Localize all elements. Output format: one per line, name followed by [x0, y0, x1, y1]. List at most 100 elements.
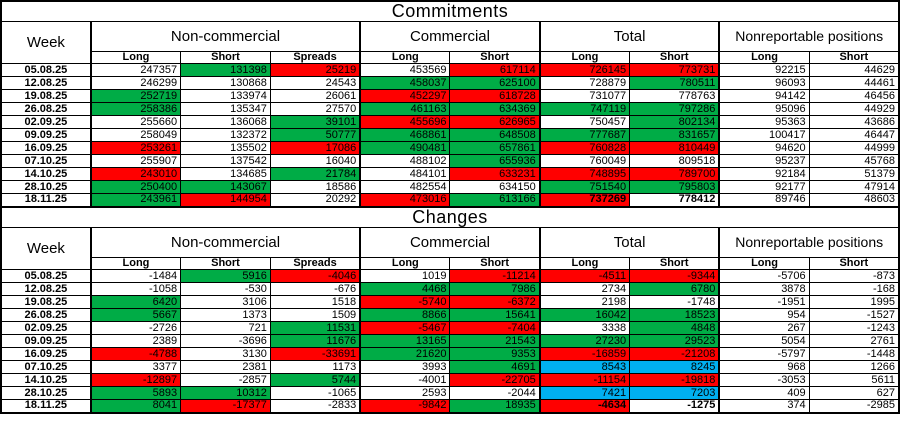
value-cell: 18523 — [629, 308, 720, 323]
table-row: Week Non-commercial Commercial Total Nonrepo… — [0, 226, 900, 271]
value-cell: 2593 — [359, 386, 451, 401]
table-row: 19.08.25 6420 3106 1518 -5740 -6372 2198 -1748-… — [0, 295, 900, 310]
value-cell: 461163 — [359, 102, 451, 117]
value-cell: 789700 — [629, 167, 720, 182]
value-cell: 760049 — [538, 154, 631, 169]
value-cell: 100417 — [718, 128, 810, 143]
value-cell: 13165 — [359, 334, 451, 349]
value-cell: 617114 — [449, 63, 541, 78]
week-column-header: Week — [0, 226, 92, 271]
table-row: 19.08.25 252719 133974 26061 452297 618728 731… — [0, 89, 900, 104]
value-cell: 92177 — [718, 180, 810, 195]
week-column-header: Week — [0, 20, 92, 65]
value-cell: -12897 — [89, 373, 182, 388]
value-cell: 16042 — [538, 308, 631, 323]
value-cell: 2761 — [808, 334, 900, 349]
value-cell: 731077 — [538, 89, 631, 104]
value-cell: 5916 — [180, 269, 271, 284]
value-cell: 633231 — [449, 167, 541, 182]
value-cell: 777687 — [538, 128, 631, 143]
value-cell: 1373 — [180, 308, 271, 323]
value-cell: 1173 — [269, 360, 361, 375]
value-cell: 737269 — [538, 193, 631, 208]
value-cell: -1748 — [629, 295, 720, 310]
week-cell: 07.10.25 — [0, 360, 92, 375]
value-cell: -11214 — [449, 269, 541, 284]
value-cell: 778763 — [629, 89, 720, 104]
value-cell: 9353 — [449, 347, 541, 362]
column-group-header: Total — [538, 20, 720, 52]
value-cell: -9344 — [629, 269, 720, 284]
value-cell: 10312 — [180, 386, 271, 401]
table-row: 12.08.25 -1058 -530 -676 4468 7986 2734 6780 387… — [0, 282, 900, 297]
value-cell: -16859 — [538, 347, 631, 362]
value-cell: 5893 — [89, 386, 182, 401]
value-cell: 634369 — [449, 102, 541, 117]
table-row: 02.09.25 -2726 721 11531 -5467 -7404 3338 4848 2… — [0, 321, 900, 336]
value-cell: 29523 — [629, 334, 720, 349]
value-cell: 3130 — [180, 347, 271, 362]
value-cell: 2389 — [89, 334, 182, 349]
column-subheader: Short — [808, 50, 900, 65]
column-subheader: Long — [359, 256, 451, 271]
value-cell: 1509 — [269, 308, 361, 323]
week-cell: 26.08.25 — [0, 102, 92, 117]
week-cell: 19.08.25 — [0, 89, 92, 104]
column-subheader: Long — [718, 256, 810, 271]
value-cell: 748895 — [538, 167, 631, 182]
value-cell: -5706 — [718, 269, 810, 284]
value-cell: 95237 — [718, 154, 810, 169]
value-cell: 16040 — [269, 154, 361, 169]
value-cell: 374 — [718, 399, 810, 414]
column-subheader: Spreads — [269, 256, 361, 271]
table-row: 09.09.25 258049 132372 50777 468861 648508 777… — [0, 128, 900, 143]
week-cell: 12.08.25 — [0, 76, 92, 91]
table-row: 18.11.25 243961 144954 20292 473016 613166 737… — [0, 193, 900, 208]
table-row: Commitments — [1, 0, 899, 22]
week-cell: 07.10.25 — [0, 154, 92, 169]
value-cell: 760828 — [538, 141, 631, 156]
value-cell: 252719 — [89, 89, 182, 104]
value-cell: 92184 — [718, 167, 810, 182]
section-title: Commitments — [1, 0, 899, 22]
column-subheader: Long — [89, 256, 182, 271]
value-cell: 250400 — [89, 180, 182, 195]
column-subheader: Short — [449, 256, 541, 271]
value-cell: 1019 — [359, 269, 451, 284]
value-cell: 490481 — [359, 141, 451, 156]
value-cell: -1448 — [808, 347, 900, 362]
value-cell: 51379 — [808, 167, 900, 182]
value-cell: -5740 — [359, 295, 451, 310]
value-cell: 50777 — [269, 128, 361, 143]
table-row: 14.10.25 243010 134685 21784 484101 633231 748… — [0, 167, 900, 182]
value-cell: -17377 — [180, 399, 271, 414]
value-cell: 20292 — [269, 193, 361, 208]
value-cell: 7986 — [449, 282, 541, 297]
value-cell: 1995 — [808, 295, 900, 310]
value-cell: 3338 — [538, 321, 631, 336]
value-cell: 657861 — [449, 141, 541, 156]
value-cell: -1527 — [808, 308, 900, 323]
value-cell: 618728 — [449, 89, 541, 104]
value-cell: 39101 — [269, 115, 361, 130]
value-cell: 247357 — [89, 63, 182, 78]
value-cell: -9842 — [359, 399, 451, 414]
value-cell: -1951 — [718, 295, 810, 310]
value-cell: 3878 — [718, 282, 810, 297]
week-cell: 05.08.25 — [0, 269, 92, 284]
value-cell: 18935 — [449, 399, 541, 414]
value-cell: 613166 — [449, 193, 541, 208]
value-cell: 797286 — [629, 102, 720, 117]
value-cell: 3377 — [89, 360, 182, 375]
value-cell: 8041 — [89, 399, 182, 414]
value-cell: 144954 — [180, 193, 271, 208]
value-cell: 131398 — [180, 63, 271, 78]
value-cell: -5797 — [718, 347, 810, 362]
week-cell: 16.09.25 — [0, 141, 92, 156]
value-cell: -21208 — [629, 347, 720, 362]
value-cell: 795803 — [629, 180, 720, 195]
column-subheader: Long — [89, 50, 182, 65]
value-cell: 2734 — [538, 282, 631, 297]
value-cell: -1065 — [269, 386, 361, 401]
value-cell: -1484 — [89, 269, 182, 284]
